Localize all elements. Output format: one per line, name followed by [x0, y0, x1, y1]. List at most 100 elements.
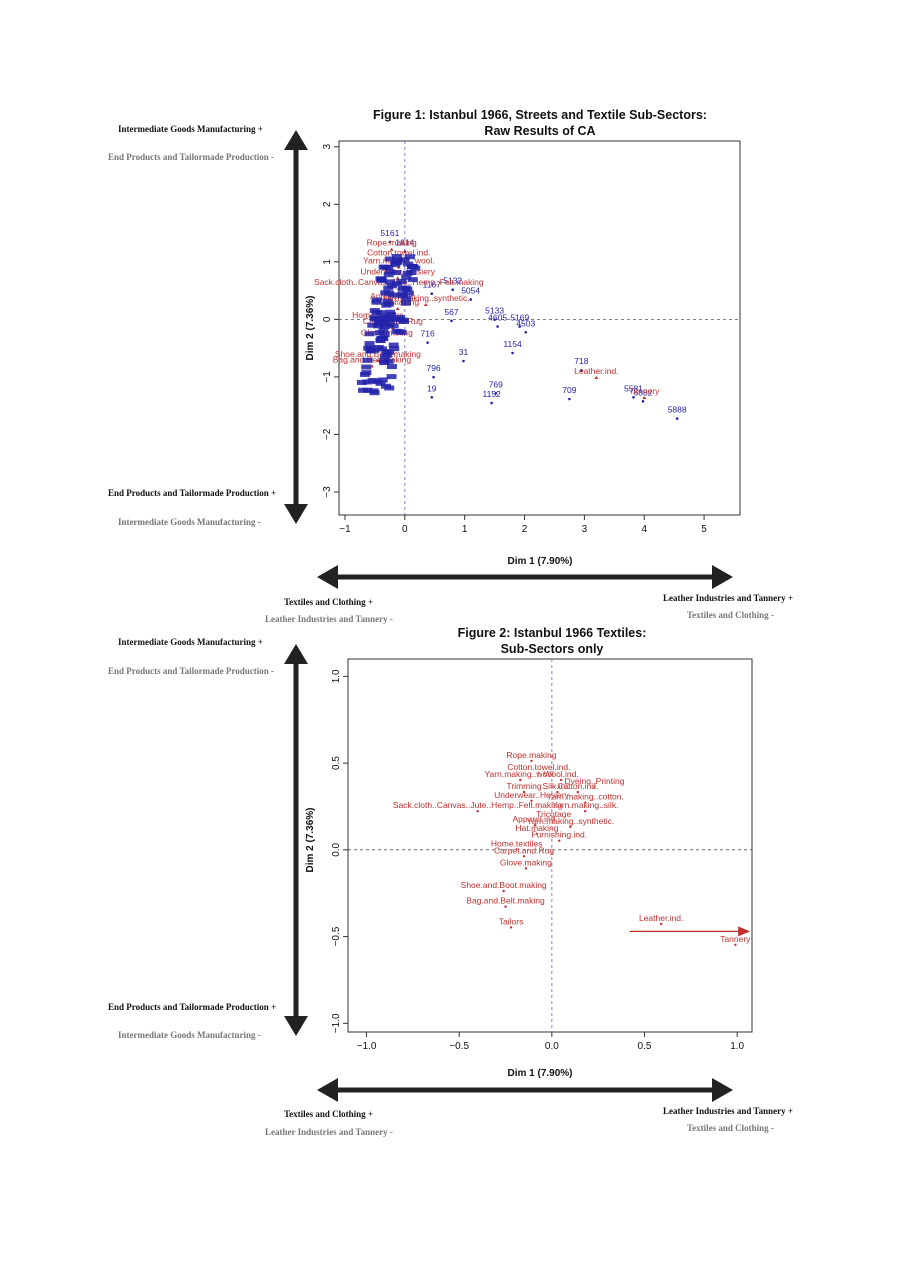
- street-point-label: 5888: [668, 405, 687, 415]
- street-point-label: 5132: [443, 276, 462, 286]
- sector-point: [584, 810, 587, 813]
- street-point-label: 716: [420, 329, 434, 339]
- street-cluster-mark: [362, 387, 373, 393]
- sector-point-label: Furnishing.ind.: [531, 830, 587, 840]
- fig2-right-plus-label: Leather Industries and Tannery +: [663, 1106, 794, 1116]
- street-point-label: 5133: [485, 306, 504, 316]
- sector-point: [504, 905, 507, 908]
- sector-point: [558, 839, 561, 842]
- street-point: [494, 391, 498, 395]
- street-point: [430, 395, 434, 399]
- sector-point: [502, 889, 505, 893]
- street-cluster-mark: [375, 310, 386, 316]
- y-tick-label: 0.0: [331, 842, 342, 856]
- sector-marker: [395, 276, 400, 280]
- fig2-xlabel: Dim 1 (7.90%): [507, 1068, 572, 1079]
- street-cluster-mark: [379, 315, 390, 321]
- sector-marker: [375, 358, 380, 362]
- fig2-vertical-arrow: [284, 644, 308, 1036]
- street-cluster-mark: [356, 379, 367, 385]
- fig1-left-plus-label: Textiles and Clothing +: [284, 597, 374, 607]
- sector-point-label: Shoe.and.Boot.making: [461, 880, 547, 890]
- street-cluster-mark: [365, 348, 376, 354]
- street-point: [511, 351, 514, 355]
- street-cluster-mark: [361, 370, 372, 376]
- x-tick-label: 0.0: [545, 1041, 559, 1052]
- sector-label: Rope.making: [367, 238, 417, 248]
- street-cluster-mark: [384, 317, 395, 323]
- street-cluster-mark: [374, 330, 385, 336]
- street-cluster-mark: [384, 256, 395, 262]
- sector-point: [569, 825, 572, 829]
- fig2-title-line2: Sub-Sectors only: [501, 642, 604, 656]
- street-cluster-mark: [386, 374, 397, 380]
- street-cluster-mark: [362, 379, 373, 385]
- sector-marker: [642, 396, 647, 400]
- street-cluster-mark: [389, 346, 400, 352]
- street-point: [432, 375, 435, 379]
- fig2-bottom-plus-label: End Products and Tailormade Production +: [108, 1002, 277, 1012]
- sector-point-label: Dyeing..Printing: [564, 776, 624, 786]
- street-cluster-mark: [403, 290, 414, 296]
- street-point-label: 5054: [461, 285, 480, 295]
- sector-label: Tannery: [629, 386, 660, 396]
- street-point: [426, 341, 429, 344]
- y-tick-label: 1: [322, 259, 333, 265]
- x-tick-label: −0.5: [449, 1041, 469, 1052]
- sector-point-label: Glove.making: [500, 857, 552, 867]
- street-cluster-mark: [378, 327, 389, 333]
- street-cluster-mark: [399, 318, 410, 324]
- fig2-plot-frame: [347, 658, 753, 1033]
- sector-point-label: Rope.making: [506, 750, 556, 760]
- street-cluster-mark: [374, 321, 385, 327]
- fig2-title-line1: Figure 2: Istanbul 1966 Textiles:: [458, 626, 647, 640]
- sector-marker: [389, 247, 394, 251]
- street-cluster-mark: [367, 322, 378, 328]
- street-cluster-mark: [400, 300, 411, 306]
- y-tick-label: 2: [322, 201, 333, 207]
- street-cluster-mark: [401, 296, 412, 302]
- street-cluster-mark: [402, 261, 413, 267]
- sector-point: [556, 790, 559, 794]
- street-cluster-mark: [383, 265, 394, 271]
- street-cluster-mark: [362, 357, 373, 363]
- street-point-label: 796: [426, 363, 440, 373]
- street-point: [388, 240, 392, 244]
- x-tick-label: 0: [402, 524, 408, 535]
- street-point: [496, 325, 499, 328]
- street-cluster-mark: [384, 349, 395, 355]
- street-point-label: 31: [459, 347, 469, 357]
- x-tick-label: −1.0: [357, 1041, 377, 1052]
- sector-label: Hat.making: [376, 297, 419, 307]
- sector-point: [535, 832, 539, 835]
- sector-point: [522, 855, 526, 858]
- street-point-label: 718: [574, 356, 588, 366]
- sector-point: [515, 848, 518, 851]
- sector-point: [537, 771, 541, 775]
- street-cluster-mark: [375, 276, 386, 282]
- fig2-left-minus-label: Leather Industries and Tannery -: [265, 1127, 393, 1137]
- sector-point-label: Yarn.making..wool.: [485, 769, 557, 779]
- sector-point-label: Tailors: [499, 916, 524, 926]
- street-cluster-mark: [385, 309, 396, 315]
- street-cluster-mark: [379, 354, 390, 360]
- street-cluster-mark: [373, 345, 384, 351]
- sector-point-label: Hat.making: [516, 823, 559, 833]
- street-cluster-mark: [369, 308, 380, 314]
- y-tick-label: −2: [322, 428, 333, 440]
- y-tick-label: 0.5: [331, 756, 342, 770]
- sector-point-label: Silk.ind.: [543, 781, 573, 791]
- street-cluster-mark: [406, 270, 417, 276]
- fig1-top-minus-label: End Products and Tailormade Production -: [108, 152, 274, 162]
- street-point: [641, 400, 645, 403]
- fig1-top-plus-label: Intermediate Goods Manufacturing +: [118, 124, 263, 134]
- fig1-left-minus-label: Leather Industries and Tannery -: [265, 614, 393, 624]
- sector-point-label: Bag.and.Belt.making: [466, 896, 545, 906]
- street-cluster-mark: [361, 364, 372, 370]
- street-cluster-mark: [392, 254, 403, 260]
- sector-point: [559, 778, 563, 782]
- street-point: [524, 330, 528, 334]
- street-point: [462, 359, 465, 363]
- sector-point: [576, 790, 579, 794]
